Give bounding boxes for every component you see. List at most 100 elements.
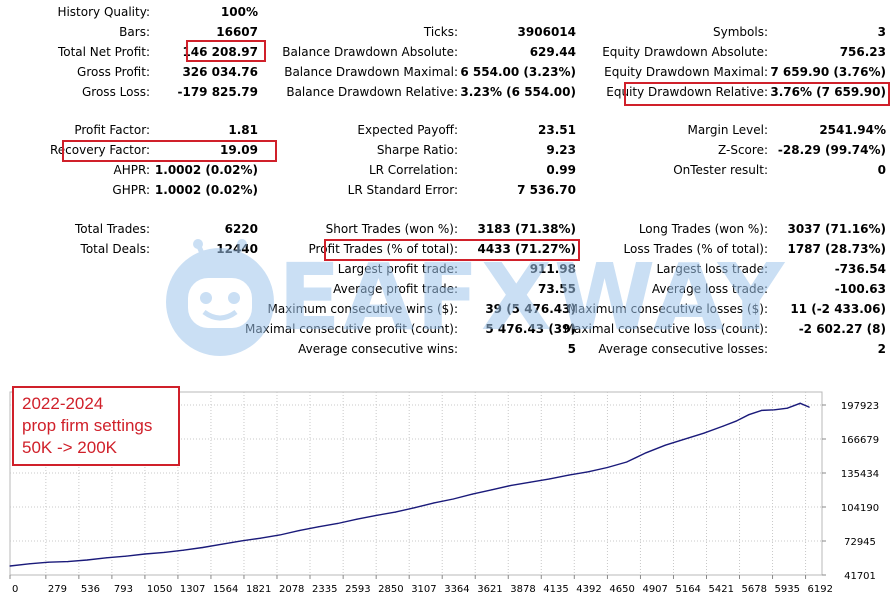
ticks-label: Ticks: xyxy=(423,25,458,39)
balance-point xyxy=(221,543,223,545)
x-tick-label: 5935 xyxy=(775,584,800,595)
profit-trades-of-total-value: 4433 (71.27%) xyxy=(477,242,576,256)
balance-point xyxy=(808,406,810,408)
balance-point xyxy=(28,563,30,565)
x-tick-label: 3364 xyxy=(444,584,469,595)
x-tick-label: 1307 xyxy=(180,584,205,595)
balance-point xyxy=(568,474,570,476)
recovery-factor-label: Recovery Factor: xyxy=(49,143,150,157)
gross-profit-value: 326 034.76 xyxy=(182,65,258,79)
balance-point xyxy=(125,555,127,557)
x-tick-label: 5421 xyxy=(708,584,733,595)
largest-loss-trade-value: -736.54 xyxy=(834,262,886,276)
period-line-3: 50K -> 200K xyxy=(22,438,117,457)
maximal-consecutive-loss-count-value: -2 602.27 (8) xyxy=(798,322,886,336)
balance-point xyxy=(105,557,107,559)
balance-point xyxy=(394,511,397,513)
total-deals-label: Total Deals: xyxy=(80,242,150,256)
y-tick-label: 104190 xyxy=(841,503,879,514)
x-tick-label: 279 xyxy=(48,584,67,595)
x-tick-label: 5678 xyxy=(742,584,767,595)
balance-point xyxy=(163,551,165,553)
average-consecutive-wins-value: 5 xyxy=(567,342,576,356)
balance-point xyxy=(452,498,454,500)
balance-drawdown-maximal-label: Balance Drawdown Maximal: xyxy=(284,65,458,79)
largest-profit-trade-value: 911.98 xyxy=(529,262,576,276)
balance-point xyxy=(433,502,435,504)
x-tick-label: 2078 xyxy=(279,584,304,595)
balance-drawdown-absolute-value: 629.44 xyxy=(529,45,576,59)
long-trades-won-label: Long Trades (won %): xyxy=(638,222,768,236)
loss-trades-of-total-value: 1787 (28.73%) xyxy=(787,242,886,256)
x-tick-label: 6192 xyxy=(808,584,833,595)
bars-value: 16607 xyxy=(216,25,258,39)
expected-payoff-label: Expected Payoff: xyxy=(357,123,458,137)
x-tick-label: 0 xyxy=(12,584,18,595)
lr-standard-error-label: LR Standard Error: xyxy=(347,183,458,197)
ahpr-label: AHPR: xyxy=(113,163,150,177)
average-consecutive-losses-label: Average consecutive losses: xyxy=(598,342,768,356)
ahpr-value: 1.0002 (0.02%) xyxy=(154,163,258,177)
x-tick-label: 4650 xyxy=(609,584,634,595)
margin-level-label: Margin Level: xyxy=(687,123,768,137)
balance-point xyxy=(722,425,724,427)
average-consecutive-losses-value: 2 xyxy=(877,342,886,356)
margin-level-value: 2541.94% xyxy=(819,123,886,137)
ticks-value: 3906014 xyxy=(517,25,576,39)
x-tick-label: 4907 xyxy=(642,584,667,595)
largest-loss-trade-label: Largest loss trade: xyxy=(656,262,768,276)
x-tick-label: 4135 xyxy=(543,584,568,595)
balance-chart: 0 279 536 793 1050 1307 1564 1821 2078 2335 2593 28… xyxy=(0,380,896,600)
x-tick-label: 793 xyxy=(114,584,133,595)
balance-drawdown-absolute-label: Balance Drawdown Absolute: xyxy=(282,45,458,59)
total-net-profit-value: 146 208.97 xyxy=(182,45,258,59)
ontester-result-value: 0 xyxy=(877,163,886,177)
bars-label: Bars: xyxy=(119,25,150,39)
balance-point xyxy=(144,553,146,555)
balance-point xyxy=(356,518,358,520)
balance-point xyxy=(240,540,242,542)
equity-drawdown-relative-value: 3.76% (7 659.90) xyxy=(770,85,886,99)
balance-point xyxy=(510,484,512,487)
gross-loss-label: Gross Loss: xyxy=(82,85,150,99)
balance-point xyxy=(549,478,551,480)
balance-point xyxy=(773,409,776,411)
lr-standard-error-value: 7 536.70 xyxy=(517,183,576,197)
balance-point xyxy=(761,409,763,411)
x-tick-label: 536 xyxy=(81,584,100,595)
total-net-profit-label: Total Net Profit: xyxy=(57,45,150,59)
balance-point xyxy=(664,444,666,446)
balance-point xyxy=(202,546,204,549)
balance-point xyxy=(279,534,281,536)
balance-point xyxy=(86,559,88,561)
balance-point xyxy=(9,565,11,567)
recovery-factor-value: 19.09 xyxy=(220,143,258,157)
balance-point xyxy=(47,561,50,563)
period-annotation: 2022-2024 prop firm settings 50K -> 200K xyxy=(12,386,180,466)
history-quality-label: History Quality: xyxy=(57,5,150,19)
balance-point xyxy=(799,402,801,404)
maximal-consecutive-loss-count-label: Maximal consecutive loss (count): xyxy=(563,322,768,336)
lr-correlation-value: 0.99 xyxy=(546,163,576,177)
largest-profit-trade-label: Largest profit trade: xyxy=(337,262,458,276)
x-tick-label: 2335 xyxy=(312,584,337,595)
balance-drawdown-maximal-value: 6 554.00 (3.23%) xyxy=(460,65,576,79)
expected-payoff-value: 23.51 xyxy=(538,123,576,137)
period-line-1: 2022-2024 xyxy=(22,394,104,413)
balance-point xyxy=(67,561,69,563)
report-stats: History Quality: 100% Bars: 16607 Ticks: 3906… xyxy=(49,5,890,356)
average-profit-trade-value: 73.55 xyxy=(538,282,576,296)
gross-profit-label: Gross Profit: xyxy=(77,65,150,79)
balance-point xyxy=(683,438,686,440)
y-tick-label: 166679 xyxy=(841,435,879,446)
ghpr-value: 1.0002 (0.02%) xyxy=(154,183,258,197)
z-score-value: -28.29 (99.74%) xyxy=(777,143,886,157)
equity-drawdown-relative-label: Equity Drawdown Relative: xyxy=(606,85,768,99)
equity-drawdown-maximal-value: 7 659.90 (3.76%) xyxy=(770,65,886,79)
z-score-label: Z-Score: xyxy=(718,143,768,157)
sharpe-ratio-value: 9.23 xyxy=(546,143,576,157)
maximum-consecutive-losses-value: 11 (-2 433.06) xyxy=(790,302,886,316)
maximal-consecutive-profit-count-value: 5 476.43 (39) xyxy=(485,322,576,336)
long-trades-won-value: 3037 (71.16%) xyxy=(787,222,886,236)
x-tick-label: 3878 xyxy=(510,584,535,595)
